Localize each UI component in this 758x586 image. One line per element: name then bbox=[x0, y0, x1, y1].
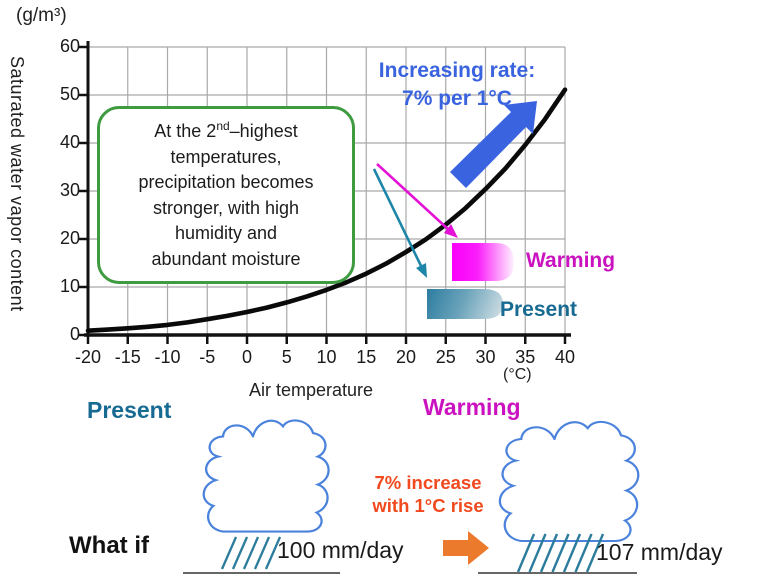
saturation-curve bbox=[85, 87, 568, 333]
present-gradient-box bbox=[427, 289, 503, 319]
warming-pointer-arrow-icon bbox=[376, 163, 458, 238]
y-tick-label: 10 bbox=[59, 276, 80, 296]
increasing-rate-line1: Increasing rate: bbox=[378, 59, 536, 82]
what-if-label: What if bbox=[69, 532, 149, 559]
x-tick-label: 35 bbox=[515, 347, 536, 367]
x-tick-label: 5 bbox=[281, 347, 292, 367]
warming-label-chart: Warming bbox=[526, 249, 616, 272]
x-axis-unit: (°C) bbox=[503, 366, 532, 383]
x-axis-title: Air temperature bbox=[248, 380, 374, 400]
callout-line1: At the 2nd–highest bbox=[154, 119, 298, 141]
x-tick-label: 25 bbox=[435, 347, 456, 367]
y-tick-label: 40 bbox=[59, 132, 80, 152]
increase-arrow-icon bbox=[450, 101, 537, 188]
x-tick-label: -15 bbox=[114, 347, 141, 367]
increasing-rate-annotation: Increasing rate: 7% per 1°C bbox=[330, 57, 584, 114]
x-tick-label: 30 bbox=[475, 347, 496, 367]
present-label-chart: Present bbox=[500, 298, 578, 321]
x-tick-label: 15 bbox=[356, 347, 377, 367]
present-rain-icon bbox=[220, 536, 282, 570]
y-tick-label: 50 bbox=[59, 84, 80, 104]
warming-gradient-box bbox=[452, 243, 514, 281]
x-tick-label: -20 bbox=[74, 347, 101, 367]
callout-line5: humidity and bbox=[174, 223, 278, 244]
callout-line4: stronger, with high bbox=[152, 197, 300, 218]
increasing-rate-line2: 7% per 1°C bbox=[402, 87, 512, 111]
transition-arrow-icon bbox=[443, 531, 489, 565]
present-rain-amount: 100 mm/day bbox=[277, 537, 404, 563]
y-axis-unit: (g/m³) bbox=[16, 5, 67, 26]
increase-note-line2: with 1°C rise bbox=[372, 495, 484, 517]
x-tick-label: 0 bbox=[241, 347, 252, 367]
y-axis-title: Saturated water vapor content bbox=[7, 56, 27, 312]
x-tick-label: 40 bbox=[554, 347, 576, 367]
present-pointer-arrow-icon bbox=[372, 168, 427, 278]
warming-rain-icon bbox=[516, 533, 605, 573]
present-cloud-icon bbox=[202, 419, 330, 533]
increase-note: 7% increase with 1°C rise bbox=[352, 471, 504, 517]
warming-label-bottom: Warming bbox=[423, 394, 521, 420]
x-tick-label: 10 bbox=[316, 347, 337, 367]
warming-cloud-icon bbox=[498, 420, 640, 543]
callout-line3: precipitation becomes bbox=[138, 172, 314, 193]
y-tick-label: 60 bbox=[59, 36, 80, 56]
y-tick-label: 30 bbox=[59, 180, 80, 200]
present-label-bottom: Present bbox=[87, 397, 172, 423]
callout-line2: temperatures, bbox=[170, 146, 282, 167]
x-tick-label: 20 bbox=[395, 347, 417, 367]
x-tick-label: -5 bbox=[199, 347, 216, 367]
callout-box: At the 2nd–highest temperatures, precipi… bbox=[97, 106, 355, 285]
y-tick-label: 20 bbox=[59, 228, 80, 248]
callout-line6: abundant moisture bbox=[151, 248, 301, 269]
warming-rain-amount: 107 mm/day bbox=[596, 539, 723, 565]
increase-note-line1: 7% increase bbox=[374, 472, 482, 493]
y-tick-label: 0 bbox=[69, 324, 80, 344]
x-tick-label: -10 bbox=[154, 347, 181, 367]
